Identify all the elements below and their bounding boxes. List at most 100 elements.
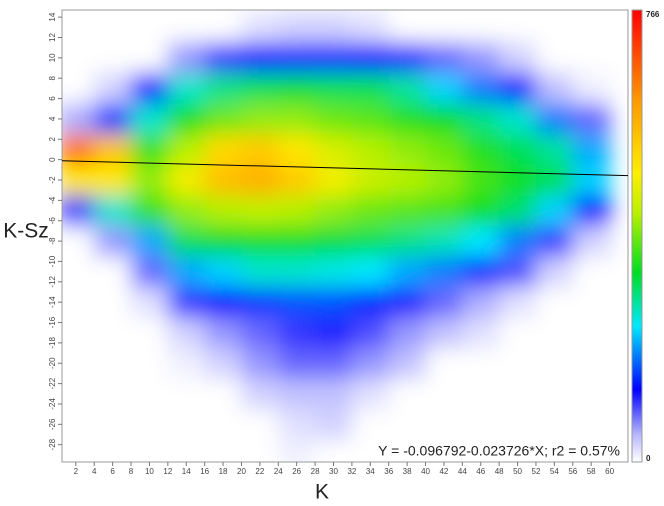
- density-cell: [572, 164, 611, 196]
- density-cell: [94, 103, 132, 135]
- density-cell: [351, 103, 390, 135]
- y-axis-label: K-Sz: [3, 220, 49, 243]
- density-cell: [462, 378, 500, 410]
- density-cell: [167, 42, 206, 74]
- density-cell: [425, 42, 463, 74]
- density-cell: [278, 347, 316, 380]
- density-cell: [462, 317, 500, 349]
- density-cell: [351, 286, 390, 318]
- x-tick-label: 12: [163, 467, 172, 476]
- y-tick-label: -2: [48, 176, 57, 184]
- density-cell: [499, 409, 537, 441]
- density-cell: [131, 225, 169, 257]
- density-cell: [315, 42, 353, 74]
- density-cell: [204, 317, 242, 349]
- density-cell: [535, 164, 574, 196]
- annotation: Y = -0.096792-0.023726*X; r2 = 0.57%: [378, 443, 620, 459]
- density-cell: [351, 12, 390, 44]
- density-cell: [204, 103, 242, 135]
- density-cell: [499, 439, 537, 462]
- density-cell: [278, 256, 316, 288]
- density-cell: [572, 73, 611, 105]
- density-cell: [462, 439, 500, 462]
- density-cell: [131, 409, 169, 441]
- density-cell: [315, 134, 353, 166]
- density-cell: [278, 12, 316, 44]
- density-cell: [62, 439, 95, 462]
- density-cell: [62, 42, 95, 74]
- density-cell: [62, 378, 95, 410]
- density-cell: [425, 103, 463, 135]
- density-cell: [204, 73, 242, 105]
- density-cell: [572, 409, 611, 441]
- density-cell: [388, 134, 427, 166]
- density-cell: [278, 317, 316, 349]
- density-cell: [278, 103, 316, 135]
- density-cell: [315, 439, 353, 462]
- x-tick-label: 28: [311, 467, 320, 476]
- density-cell: [315, 409, 353, 441]
- x-tick-label: 42: [439, 467, 448, 476]
- density-cell: [535, 317, 574, 349]
- density-cell: [351, 195, 390, 227]
- density-cell: [167, 73, 206, 105]
- y-tick-label: -26: [48, 418, 57, 430]
- density-cell: [572, 134, 611, 166]
- density-cell: [204, 439, 242, 462]
- density-cell: [572, 256, 611, 288]
- density-cell: [499, 73, 537, 105]
- density-cell: [94, 439, 132, 462]
- density-cell: [241, 73, 279, 105]
- density-cell: [278, 378, 316, 410]
- x-tick-label: 6: [110, 467, 115, 476]
- density-cell: [388, 12, 427, 44]
- density-cell: [351, 73, 390, 105]
- density-cell: [351, 317, 390, 349]
- density-cell: [351, 134, 390, 166]
- x-tick-label: 30: [329, 467, 338, 476]
- x-tick-label: 24: [274, 467, 283, 476]
- x-tick-label: 2: [74, 467, 79, 476]
- density-cell: [315, 12, 353, 44]
- density-cell: [278, 134, 316, 166]
- density-cell: [388, 347, 427, 380]
- density-cell: [499, 195, 537, 227]
- density-cell: [315, 225, 353, 257]
- density-cell: [131, 256, 169, 288]
- density-cell: [535, 225, 574, 257]
- density-cell: [241, 347, 279, 380]
- density-cell: [388, 286, 427, 318]
- x-tick-label: 44: [458, 467, 467, 476]
- x-tick-label: 40: [421, 467, 430, 476]
- density-cell: [535, 347, 574, 380]
- density-cell: [167, 409, 206, 441]
- density-cell: [167, 317, 206, 349]
- x-tick-label: 10: [145, 467, 154, 476]
- y-tick-label: 6: [48, 96, 57, 101]
- y-tick-label: -20: [48, 357, 57, 369]
- x-tick-label: 18: [219, 467, 228, 476]
- density-cell: [62, 256, 95, 288]
- density-cell: [425, 134, 463, 166]
- density-cell: [351, 347, 390, 380]
- density-cell: [204, 42, 242, 74]
- density-cell: [315, 103, 353, 135]
- x-tick-label: 34: [366, 467, 375, 476]
- density-cell: [204, 286, 242, 318]
- regression-line: [61, 160, 629, 177]
- density-cell: [167, 12, 206, 44]
- density-cell: [94, 286, 132, 318]
- density-cell: [94, 378, 132, 410]
- density-cell: [425, 12, 463, 44]
- density-cell: [167, 134, 206, 166]
- density-cell: [499, 12, 537, 44]
- y-tick-label: 8: [48, 75, 57, 80]
- density-cell: [425, 317, 463, 349]
- density-cell: [94, 347, 132, 380]
- density-cell: [572, 103, 611, 135]
- density-cell: [131, 286, 169, 318]
- density-cell: [462, 164, 500, 196]
- density-cell: [425, 195, 463, 227]
- density-cell: [351, 164, 390, 196]
